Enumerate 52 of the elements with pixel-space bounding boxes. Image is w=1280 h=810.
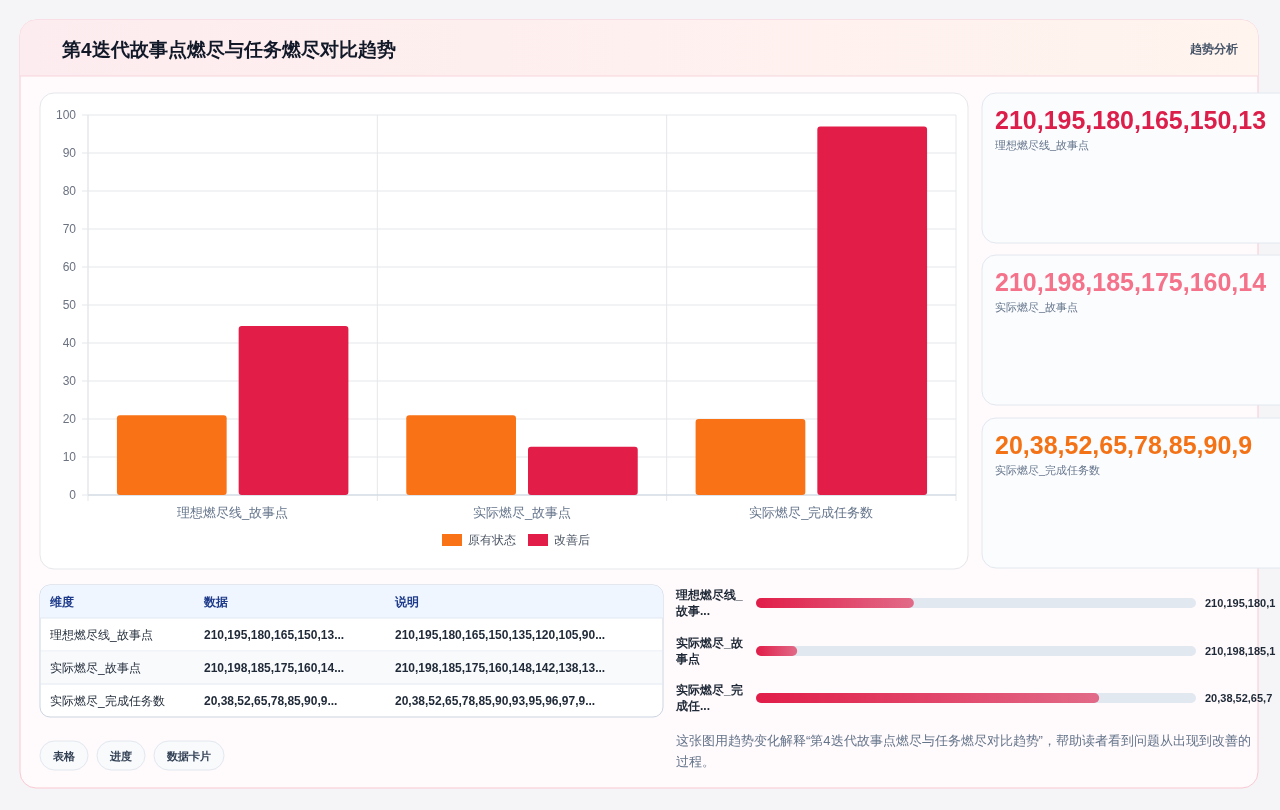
text: 趋势分析	[1189, 42, 1238, 56]
y-tick-label: 0	[69, 488, 77, 502]
y-tick-label: 40	[62, 336, 77, 350]
y-tick-label: 理想燃尽线_故事...	[675, 588, 743, 618]
bar	[238, 325, 349, 495]
text: 表格	[52, 750, 76, 762]
y-tick-label: 实际燃尽_故事点	[675, 636, 744, 666]
text: 理想燃尽线_故事点	[50, 628, 153, 642]
y-tick-label: 90	[62, 146, 77, 160]
x-tick-label: 实际燃尽_故事点	[472, 505, 572, 520]
y-tick-label: 实际燃尽_完成任...	[675, 683, 743, 713]
category-label: 说明	[394, 595, 419, 609]
text: 实际燃尽_完成任务数	[50, 694, 165, 708]
text: 实际燃尽_故事点	[995, 301, 1079, 313]
legend-label: 原有状态	[468, 533, 516, 547]
bar	[406, 415, 516, 495]
text: 20,38,52,65,78,85,90,93,95,96,97,9...	[395, 694, 596, 708]
text: 210,195,180,165,150,135,120,105,90...	[395, 628, 606, 642]
bar	[817, 126, 928, 495]
text: 进度	[109, 750, 132, 762]
text: 210,195,180,165,150,13	[995, 106, 1267, 134]
category-label: 维度	[49, 595, 74, 609]
text: 这张图用趋势变化解释“第4迭代故事点燃尽与任务燃尽对比趋势”，帮助读者看到问题从出现到改善的过程。	[676, 733, 1251, 769]
y-tick-label: 10	[62, 450, 77, 464]
x-tick-label: 实际燃尽_完成任务数	[749, 505, 874, 520]
text: 210,195,180,165,150,13...	[204, 628, 345, 642]
text: 210,198,185,175,160,14	[995, 268, 1267, 296]
text: 20,38,52,65,7	[1205, 692, 1273, 704]
y-tick-label: 70	[62, 222, 77, 236]
text: 实际燃尽_故事点	[50, 661, 141, 675]
text: 210,198,185,175,160,148,142,138,13...	[395, 661, 606, 675]
y-tick-label: 30	[62, 374, 77, 388]
text: 20,38,52,65,78,85,90,9	[995, 431, 1253, 459]
x-tick-label: 理想燃尽线_故事点	[177, 505, 289, 520]
text: 210,195,180,1	[1205, 597, 1276, 609]
chart-title: 第4迭代故事点燃尽与任务燃尽对比趋势	[61, 39, 396, 60]
y-tick-label: 60	[62, 260, 77, 274]
text: 理想燃尽线_故事点	[995, 139, 1090, 151]
bar	[528, 446, 638, 495]
text: 210,198,185,1	[1205, 645, 1276, 657]
y-tick-label: 20	[62, 412, 77, 426]
text: 210,198,185,175,160,14...	[204, 661, 345, 675]
text: 20,38,52,65,78,85,90,9...	[204, 694, 338, 708]
text: 数据卡片	[166, 750, 211, 762]
text: 实际燃尽_完成任务数	[995, 464, 1101, 476]
y-tick-label: 80	[62, 184, 77, 198]
bar	[116, 415, 227, 495]
y-tick-label: 50	[62, 298, 77, 312]
bar	[695, 419, 806, 495]
category-label: 数据	[203, 595, 228, 609]
legend-label: 改善后	[554, 533, 590, 547]
y-tick-label: 100	[55, 108, 77, 122]
